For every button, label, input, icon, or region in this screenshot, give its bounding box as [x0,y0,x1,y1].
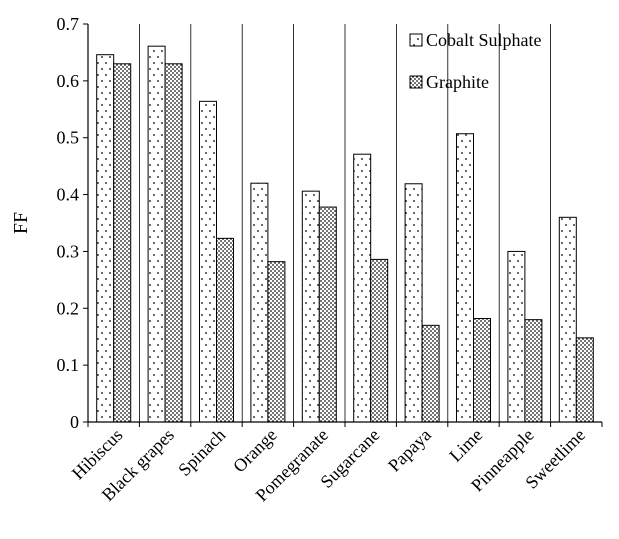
bar-cobalt-sulphate [558,216,577,423]
bar-cobalt-sulphate [147,45,166,423]
y-tick-label: 0.4 [57,185,80,205]
bar-cobalt-sulphate [96,54,115,423]
legend: Cobalt Sulphate Graphite [409,30,542,92]
y-tick-label: 0.1 [57,355,80,375]
bar-graphite [524,319,543,423]
legend-label: Graphite [426,72,489,92]
x-tick-label: Lime [445,425,486,466]
y-axis-title: FF [10,212,32,234]
legend-swatch-graphite [409,75,423,89]
bar-cobalt-sulphate [456,133,474,423]
y-tick-label: 0.5 [57,128,80,148]
bar-cobalt-sulphate [250,182,269,423]
bar-graphite [216,237,234,423]
legend-label: Cobalt Sulphate [426,30,542,50]
bar-cobalt-sulphate [507,250,526,423]
bar-graphite [267,261,286,423]
axes [83,23,603,427]
y-tick-label: 0.2 [57,298,80,318]
x-tick-label: Papaya [384,425,435,476]
bars [96,45,594,423]
bar-graphite [164,63,183,423]
category-gridlines [138,24,551,422]
bar-cobalt-sulphate [353,153,372,423]
y-tick-label: 0.6 [57,71,80,91]
bar-graphite [370,258,389,423]
y-tick-label: 0 [70,412,79,432]
bar-graphite [473,318,491,423]
y-tick-labels: 0 0.1 0.2 0.3 0.4 0.5 0.6 0.7 [57,14,80,432]
bar-graphite [113,63,132,423]
bar-graphite [575,337,594,423]
bar-graphite [421,324,440,423]
x-tick-label: Spinach [174,425,229,480]
bar-cobalt-sulphate [301,190,320,423]
legend-swatch-cobalt-sulphate [409,33,423,47]
bar-graphite [318,206,337,423]
y-tick-label: 0.3 [57,241,80,261]
bar-cobalt-sulphate [199,100,217,423]
y-tick-label: 0.7 [57,14,80,34]
bar-cobalt-sulphate [404,183,423,423]
